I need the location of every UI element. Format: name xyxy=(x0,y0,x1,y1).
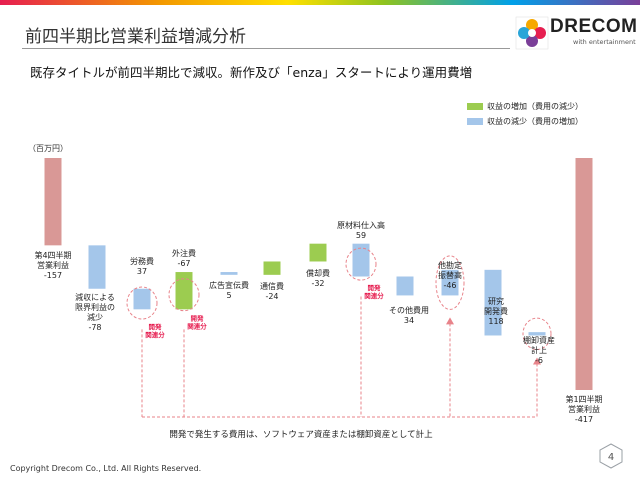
waterfall-bar-11 xyxy=(528,332,546,336)
page-subtitle: 既存タイトルが前四半期比で減収。新作及び「enza」スタートにより運用費増 xyxy=(30,65,473,80)
legend-swatch-increase xyxy=(467,103,483,110)
value-label-6: -32 xyxy=(311,279,324,288)
category-label-11: 棚卸資産計上 xyxy=(523,335,555,355)
transfer-callout-circle-1 xyxy=(522,317,552,350)
waterfall-bar-6 xyxy=(309,243,327,262)
waterfall-bar-4 xyxy=(220,272,238,275)
value-label-0: -157 xyxy=(44,271,62,280)
dev-cost-callout-label-0: 開発関連分 xyxy=(145,322,165,339)
drecom-logo: DRECOM with entertainment xyxy=(515,16,637,50)
page-number: 4 xyxy=(608,452,614,463)
waterfall-bar-3 xyxy=(175,272,193,310)
legend-item-increase: 収益の増加（費用の減少） xyxy=(467,99,583,114)
top-gradient-bar xyxy=(0,0,640,5)
category-label-0: 第4四半期営業利益 xyxy=(34,250,71,270)
legend-swatch-decrease xyxy=(467,118,483,125)
chart-legend: 収益の増加（費用の減少） 収益の減少（費用の増加） xyxy=(467,99,583,129)
copyright-text: Copyright Drecom Co., Ltd. All Rights Re… xyxy=(10,464,202,473)
category-label-3: 外注費 xyxy=(172,248,196,258)
category-label-12: 第1四半期営業利益 xyxy=(565,394,602,414)
transfer-arrowhead-0 xyxy=(446,317,454,325)
flower-logo-icon xyxy=(515,16,549,50)
title-divider xyxy=(22,48,510,49)
value-label-3: -67 xyxy=(177,259,190,268)
logo-wordmark: DRECOM xyxy=(550,16,638,37)
waterfall-bar-8 xyxy=(396,276,414,296)
value-label-11: -6 xyxy=(535,356,543,365)
value-label-5: -24 xyxy=(265,292,278,301)
category-label-10: 研究開発費 xyxy=(484,296,508,316)
category-label-4: 広告宣伝費 xyxy=(209,280,249,290)
value-label-1: -78 xyxy=(88,323,101,332)
legend-label-increase: 収益の増加（費用の減少） xyxy=(487,102,583,111)
waterfall-bar-10 xyxy=(484,269,502,336)
waterfall-bar-0 xyxy=(44,158,62,246)
page-title: 前四半期比営業利益増減分析 xyxy=(25,27,246,47)
legend-item-decrease: 収益の減少（費用の増加） xyxy=(467,114,583,129)
waterfall-bar-12 xyxy=(575,158,593,390)
category-label-2: 労務費 xyxy=(130,256,154,266)
value-label-9: -46 xyxy=(443,281,456,290)
annotation-text: 開発で発生する費用は、ソフトウェア資産または棚卸資産として計上 xyxy=(169,429,433,440)
dev-cost-callout-circle-2 xyxy=(345,247,377,281)
dev-cost-callout-label-1: 開発関連分 xyxy=(187,314,207,331)
waterfall-bar-1 xyxy=(88,245,106,289)
dev-cost-callout-circle-0 xyxy=(126,286,158,320)
waterfall-bar-2 xyxy=(133,288,151,310)
unit-label: （百万円） xyxy=(28,144,68,153)
waterfall-bar-9 xyxy=(441,269,459,296)
value-label-4: 5 xyxy=(226,291,231,300)
legend-label-decrease: 収益の減少（費用の増加） xyxy=(487,117,583,126)
category-label-9: 他勘定振替高 xyxy=(438,260,462,280)
value-label-2: 37 xyxy=(137,267,147,276)
dev-cost-callout-label-2: 開発関連分 xyxy=(364,283,384,300)
value-label-8: 34 xyxy=(404,316,414,325)
value-label-10: 118 xyxy=(488,317,503,326)
category-label-8: その他費用 xyxy=(389,305,429,315)
value-label-12: -417 xyxy=(575,415,593,424)
category-label-7: 原材料仕入高 xyxy=(337,220,385,230)
logo-tagline: with entertainment xyxy=(573,38,636,46)
transfer-arrowhead-1 xyxy=(533,357,541,365)
waterfall-bar-5 xyxy=(263,261,281,275)
page-number-badge: 4 xyxy=(599,443,623,469)
waterfall-bar-7 xyxy=(352,243,370,277)
category-label-1: 減収による限界利益の減少 xyxy=(75,292,115,322)
category-label-6: 償却費 xyxy=(306,268,330,278)
transfer-callout-circle-0 xyxy=(435,255,465,310)
category-label-5: 通信費 xyxy=(260,281,284,291)
value-label-7: 59 xyxy=(356,231,366,240)
dev-cost-callout-circle-1 xyxy=(168,278,200,312)
